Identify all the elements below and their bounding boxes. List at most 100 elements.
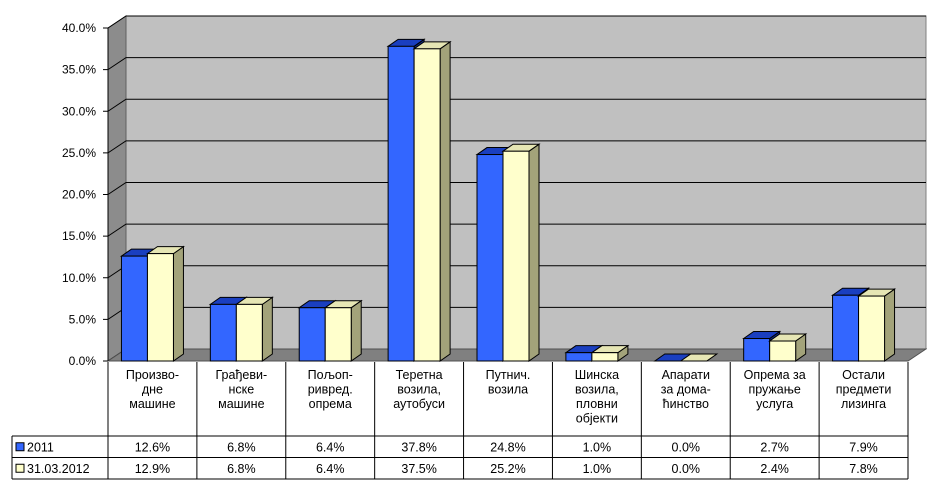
category-label-line: машине bbox=[129, 397, 175, 411]
bar-2 bbox=[768, 333, 808, 362]
y-tick-label: 20.0% bbox=[62, 188, 96, 202]
gridline bbox=[107, 223, 926, 237]
legend-label-2: 31.03.2012 bbox=[27, 462, 90, 476]
category-label-line: објекти bbox=[576, 412, 618, 426]
data-label: 2.4% bbox=[760, 462, 789, 476]
category-label-line: опрема bbox=[309, 397, 352, 411]
bar-front bbox=[209, 303, 237, 362]
category-label-line: возила, bbox=[575, 383, 619, 397]
category-label-line: Опрема за bbox=[744, 368, 806, 382]
bar-side bbox=[439, 40, 451, 362]
bar-front bbox=[502, 150, 530, 362]
data-label: 6.8% bbox=[227, 440, 256, 454]
category-label-line: за дома- bbox=[661, 383, 711, 397]
bar-side bbox=[884, 288, 896, 362]
bar-2 bbox=[856, 288, 897, 362]
bars bbox=[119, 38, 897, 362]
data-label: 7.8% bbox=[849, 462, 878, 476]
category-label: Пољоп-ривред. опрема bbox=[308, 368, 353, 411]
category-label-line: Теретна bbox=[396, 368, 443, 382]
category-label-line: Пољоп- bbox=[308, 368, 353, 382]
data-label: 1.0% bbox=[583, 440, 612, 454]
y-tick-label: 40.0% bbox=[62, 21, 96, 35]
data-label: 2.7% bbox=[760, 440, 789, 454]
bar-front bbox=[120, 255, 148, 362]
bar-top bbox=[679, 353, 719, 362]
category-label-line: машине bbox=[218, 397, 264, 411]
category-label: Апарати за дома-ћинство bbox=[661, 368, 711, 411]
bar-front bbox=[324, 307, 352, 362]
bar-2 bbox=[679, 353, 719, 362]
legend-swatch-2 bbox=[15, 463, 25, 473]
category-label-line: Апарати bbox=[662, 368, 710, 382]
gridline bbox=[107, 57, 926, 71]
data-label: 0.0% bbox=[672, 462, 701, 476]
data-label: 12.9% bbox=[135, 462, 170, 476]
category-label-line: ривред. bbox=[308, 383, 353, 397]
category-label: Остали предмети лизинга bbox=[836, 368, 892, 411]
y-tick-label: 30.0% bbox=[62, 104, 96, 118]
bar-2 bbox=[412, 40, 452, 362]
bar-front bbox=[832, 294, 860, 362]
data-label: 6.8% bbox=[227, 462, 256, 476]
category-label-line: предмети bbox=[836, 383, 892, 397]
category-label-line: дне bbox=[142, 383, 163, 397]
legend-swatch-1 bbox=[15, 442, 25, 452]
bar-front bbox=[591, 352, 619, 362]
category-label-line: Остали bbox=[842, 368, 885, 382]
data-label: 37.5% bbox=[401, 462, 436, 476]
data-label: 7.9% bbox=[849, 440, 878, 454]
category-label-line: пловни bbox=[576, 397, 618, 411]
gridline bbox=[107, 15, 926, 29]
category-label-line: Путнич. bbox=[486, 368, 531, 382]
category-label: Теретна возила, аутобуси bbox=[393, 368, 445, 411]
y-tick-label: 0.0% bbox=[69, 354, 97, 368]
bar-1 bbox=[386, 38, 426, 362]
category-label-line: услуга bbox=[756, 397, 793, 411]
category-label-line: ћинство bbox=[663, 397, 709, 411]
y-tick-label: 25.0% bbox=[62, 146, 96, 160]
category-label: Произво-дне машине bbox=[126, 368, 179, 411]
bar-front bbox=[413, 48, 441, 362]
category-label: Опрема за пружање услуга bbox=[744, 368, 806, 411]
category-label-line: Произво- bbox=[126, 368, 179, 382]
gridline bbox=[107, 98, 926, 112]
data-label: 37.8% bbox=[401, 440, 436, 454]
category-label: Шинска возила, пловни објекти bbox=[575, 368, 619, 426]
bar-side bbox=[350, 299, 362, 362]
category-label: Путнич. возила bbox=[486, 368, 531, 397]
bar-front bbox=[769, 340, 797, 362]
category-label: Грађеви-нске машине bbox=[215, 368, 267, 411]
bar-side bbox=[528, 143, 540, 362]
bar-front bbox=[235, 303, 263, 362]
y-tick-label: 15.0% bbox=[62, 229, 96, 243]
category-label-line: Грађеви- bbox=[215, 368, 267, 382]
y-tick-label: 35.0% bbox=[62, 63, 96, 77]
bar-front bbox=[743, 338, 771, 362]
data-label: 24.8% bbox=[490, 440, 525, 454]
bar-side bbox=[172, 245, 184, 362]
bar-front bbox=[858, 295, 886, 362]
data-label: 0.0% bbox=[672, 440, 701, 454]
category-label-line: Шинска bbox=[575, 368, 619, 382]
category-label-line: аутобуси bbox=[393, 397, 445, 411]
bar-front bbox=[387, 45, 415, 362]
gridline bbox=[107, 182, 926, 195]
bar-2 bbox=[590, 344, 630, 362]
data-label: 1.0% bbox=[583, 462, 612, 476]
bar-front bbox=[476, 154, 504, 362]
bar-front bbox=[146, 253, 174, 362]
y-tick-label: 10.0% bbox=[62, 271, 96, 285]
data-label: 6.4% bbox=[316, 440, 345, 454]
bar-2 bbox=[234, 296, 274, 362]
category-label-line: возила, bbox=[397, 383, 441, 397]
data-label: 6.4% bbox=[316, 462, 345, 476]
bar-front bbox=[298, 307, 326, 362]
data-label: 12.6% bbox=[135, 440, 170, 454]
category-label-line: лизинга bbox=[841, 397, 886, 411]
bar-front bbox=[565, 352, 593, 362]
gridline bbox=[107, 140, 926, 154]
legend-label-1: 2011 bbox=[27, 440, 54, 454]
bar-2 bbox=[145, 245, 186, 362]
